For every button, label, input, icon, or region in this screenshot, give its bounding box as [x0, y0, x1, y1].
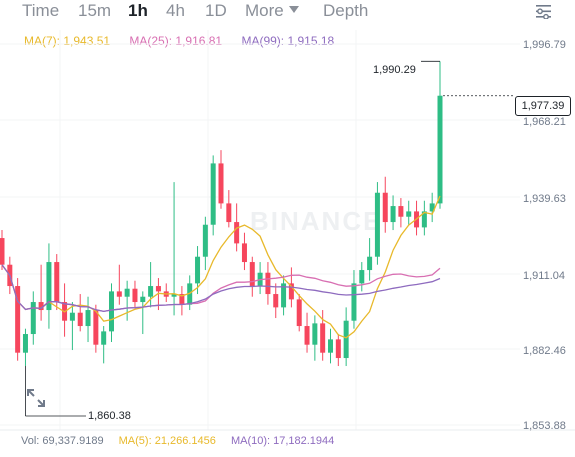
candle-body: [22, 334, 28, 353]
candle-body: [328, 339, 333, 353]
candle-body: [320, 323, 326, 353]
candle-body: [351, 283, 357, 321]
more-label: More: [245, 1, 284, 20]
candles: [0, 61, 443, 367]
candle-body: [343, 320, 349, 359]
candle-body: [429, 203, 435, 212]
candle-body: [195, 256, 201, 284]
candle-body: [437, 95, 443, 204]
price-tick: 1,939.63: [523, 193, 566, 205]
candle-body: [241, 243, 247, 263]
candle-body: [124, 288, 130, 297]
candle-body: [390, 206, 396, 223]
tab-depth[interactable]: Depth: [323, 1, 369, 20]
current-price-tag: 1,977.39: [515, 96, 571, 116]
candle-body: [288, 283, 294, 300]
candle-body: [226, 203, 232, 223]
tab-1h[interactable]: 1h: [128, 1, 148, 20]
candle-body: [265, 272, 271, 295]
candle-body: [374, 192, 380, 257]
price-tick: 1,996.79: [523, 39, 566, 51]
candle-body: [77, 312, 83, 327]
candle-body: [359, 270, 365, 284]
candle-body: [30, 302, 36, 335]
ma-lines: [1, 195, 441, 339]
chart-grid: [0, 30, 575, 431]
candle-body: [406, 211, 412, 217]
candle-body: [116, 291, 122, 297]
interval-tabs: Time 15m 1h 4h 1D More Depth: [0, 0, 575, 26]
candle-body: [109, 291, 114, 332]
candle-body: [234, 222, 240, 244]
high-price-label: 1,990.29: [373, 64, 416, 76]
candle-body: [249, 262, 255, 287]
candle-body: [46, 262, 52, 311]
price-tick: 1,853.88: [523, 420, 566, 432]
price-tick: 1,968.21: [523, 116, 566, 128]
low-price-label: 1,860.38: [88, 410, 131, 422]
ma99-line: [1, 264, 441, 313]
tab-time[interactable]: Time: [22, 1, 60, 20]
candle-body: [304, 326, 310, 345]
candle-body: [312, 323, 318, 345]
candle-body: [210, 163, 216, 225]
candle-body: [382, 192, 388, 223]
candle-body: [132, 288, 138, 303]
tab-more[interactable]: More: [245, 1, 299, 21]
chart-marks: [25, 60, 514, 417]
candle-body: [101, 331, 107, 345]
candle-body: [38, 302, 44, 311]
tab-4h[interactable]: 4h: [166, 1, 185, 20]
candle-body: [148, 286, 154, 297]
volume-legend: Vol: 69,337.9189 MA(5): 21,266.1456 MA(1…: [21, 435, 346, 447]
candle-body: [296, 299, 302, 327]
candle-body: [179, 294, 185, 305]
price-tick: 1,911.04: [523, 270, 566, 282]
candle-body: [140, 296, 146, 303]
candle-body: [54, 262, 60, 303]
chart-settings-icon[interactable]: [535, 4, 552, 19]
tab-1d[interactable]: 1D: [205, 1, 227, 20]
candle-body: [69, 312, 75, 321]
chevron-down-icon: [288, 6, 299, 14]
candle-body: [281, 283, 287, 308]
price-tick: 1,882.46: [523, 345, 566, 357]
watermark: BINANCE: [250, 206, 382, 236]
candle-body: [398, 206, 404, 217]
candle-body: [218, 163, 224, 204]
volume-ma10: MA(10): 17,182.1944: [230, 435, 335, 447]
candle-body: [171, 294, 177, 297]
candle-body: [273, 294, 279, 308]
candle-body: [187, 283, 193, 305]
candle-body: [85, 310, 91, 327]
volume-ma5: MA(5): 21,266.1456: [118, 435, 216, 447]
volume-value: Vol: 69,337.9189: [21, 435, 104, 447]
candle-body: [335, 339, 341, 359]
candle-body: [155, 286, 161, 292]
tab-15m[interactable]: 15m: [78, 1, 112, 20]
candle-body: [93, 310, 99, 345]
candle-body: [421, 211, 427, 228]
candle-body: [15, 286, 21, 353]
candle-body: [367, 256, 373, 271]
candle-body: [202, 224, 208, 257]
candle-body: [0, 238, 5, 265]
expand-icon[interactable]: [25, 387, 47, 409]
